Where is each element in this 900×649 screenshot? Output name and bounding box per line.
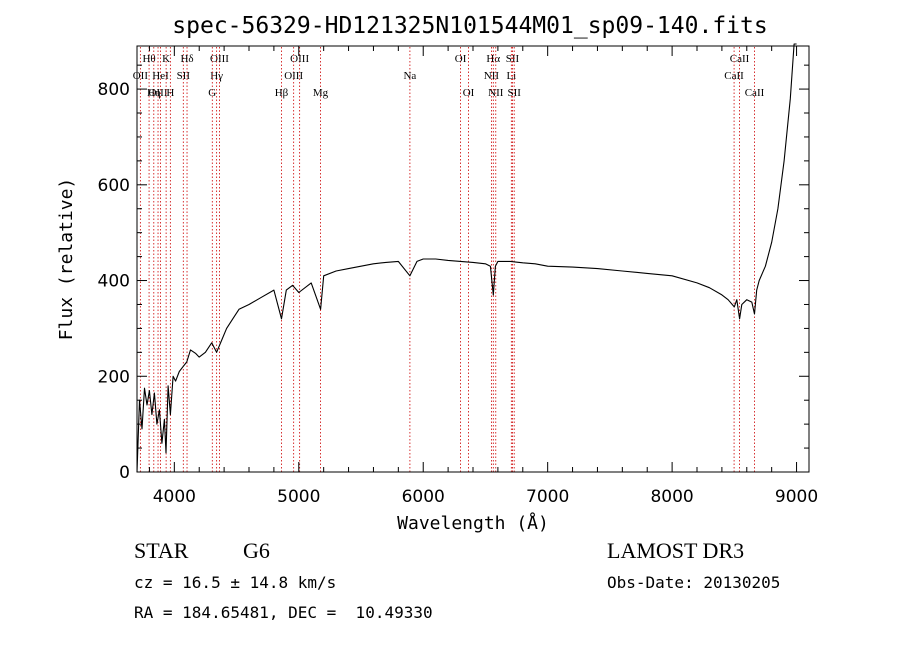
line-label-19: Hα <box>486 53 500 65</box>
line-label-18: OI <box>463 87 475 99</box>
line-label-21: NII <box>488 87 504 99</box>
line-label-10: Hγ <box>210 70 223 82</box>
line-label-12: Hβ <box>275 87 289 99</box>
x-axis-label: Wavelength (Å) <box>397 512 549 534</box>
line-label-27: CaII <box>745 87 765 99</box>
line-label-23: Li <box>506 70 516 82</box>
x-tick-label: 4000 <box>153 487 196 507</box>
line-label-1: OII <box>133 70 149 82</box>
line-label-8: Hδ <box>180 53 193 65</box>
spectrum-line <box>136 43 797 473</box>
line-label-4: HeI <box>152 70 169 82</box>
line-label-17: OI <box>455 53 467 65</box>
x-tick-label: 8000 <box>650 487 693 507</box>
ra-dec-coordinates: RA = 184.65481, DEC = 10.49330 <box>134 603 433 622</box>
line-label-24: SII <box>507 87 521 99</box>
line-label-13: OIII <box>290 53 309 65</box>
x-tick-label: 7000 <box>526 487 569 507</box>
y-tick-label: 0 <box>119 463 130 483</box>
y-tick-label: 800 <box>98 80 130 100</box>
y-tick-label: 400 <box>98 272 130 292</box>
line-label-3: Hη <box>147 87 161 99</box>
spectral-subclass: G6 <box>243 538 270 563</box>
plot-frame <box>136 45 810 473</box>
line-label-25: CaII <box>730 53 750 65</box>
y-tick-label: 600 <box>98 176 130 196</box>
line-label-9: OIII <box>210 53 229 65</box>
chart-title: spec-56329-HD121325N101544M01_sp09-140.f… <box>172 13 767 39</box>
y-tick-label: 200 <box>98 367 130 387</box>
x-tick-label: 9000 <box>775 487 818 507</box>
line-label-22: SII <box>506 53 520 65</box>
line-label-16: Na <box>403 70 416 82</box>
x-tick-label: 5000 <box>277 487 320 507</box>
observation-date: Obs-Date: 20130205 <box>607 573 781 592</box>
line-label-14: OIII <box>284 70 303 82</box>
line-label-2: OIII <box>149 87 168 99</box>
line-label-7: SII <box>177 70 191 82</box>
y-axis-label: Flux (relative) <box>56 178 77 341</box>
redshift-cz: cz = 16.5 ± 14.8 km/s <box>134 573 337 592</box>
line-label-20: NII <box>484 70 500 82</box>
survey-name: LAMOST DR3 <box>607 538 745 563</box>
x-tick-label: 6000 <box>402 487 445 507</box>
line-label-0: Hθ <box>142 53 155 65</box>
object-type: STAR <box>134 538 189 563</box>
line-label-11: G <box>208 87 216 99</box>
line-label-6: H <box>166 87 174 99</box>
line-label-5: K <box>162 53 170 65</box>
line-label-15: Mg <box>313 87 329 99</box>
line-label-26: CaII <box>724 70 744 82</box>
